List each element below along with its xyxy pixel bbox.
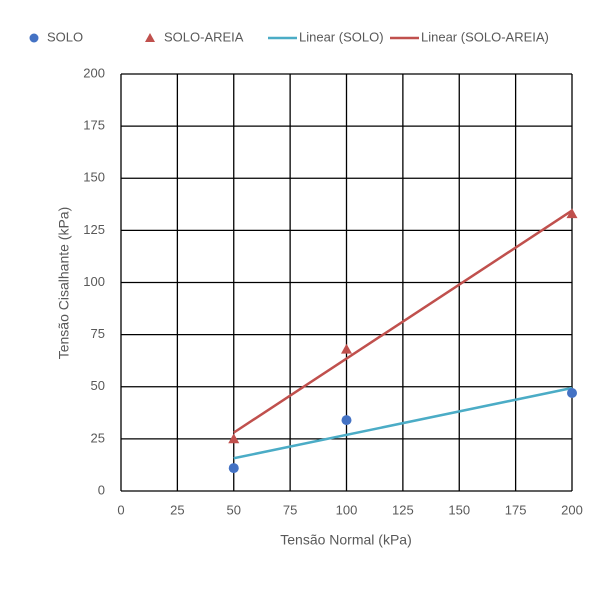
point [567, 388, 577, 399]
y-tick-label: 125 [83, 222, 105, 237]
x-axis-label: Tensão Normal (kPa) [280, 532, 412, 548]
x-tick-label: 25 [170, 502, 184, 517]
y-tick-label: 175 [83, 118, 105, 133]
point [228, 463, 239, 474]
legend-label: Linear (SOLO) [299, 29, 384, 44]
y-tick-label: 0 [98, 482, 105, 497]
x-tick-label: 100 [336, 502, 358, 517]
trendline [233, 209, 573, 434]
y-tick-label: 25 [91, 430, 105, 445]
y-tick-label: 100 [83, 274, 105, 289]
y-tick-label: 75 [91, 326, 105, 341]
legend-label: SOLO [47, 29, 83, 44]
legend-marker [29, 33, 39, 43]
legend-label: SOLO-AREIA [164, 29, 244, 44]
x-tick-label: 200 [561, 502, 583, 517]
x-tick-label: 150 [448, 502, 470, 517]
y-tick-label: 50 [91, 378, 105, 393]
point [228, 433, 240, 444]
x-tick-label: 175 [505, 502, 527, 517]
legend-marker [145, 33, 155, 42]
y-axis-label: Tensão Cisalhante (kPa) [56, 207, 72, 360]
point [566, 208, 578, 219]
y-tick-label: 200 [83, 65, 105, 80]
trendline [233, 386, 573, 460]
x-tick-label: 50 [227, 502, 241, 517]
x-tick-label: 75 [283, 502, 297, 517]
x-tick-label: 0 [117, 502, 124, 517]
x-tick-label: 125 [392, 502, 414, 517]
y-tick-label: 150 [83, 170, 105, 185]
point [341, 343, 352, 354]
point [341, 415, 352, 426]
legend-label: Linear (SOLO-AREIA) [421, 29, 549, 44]
